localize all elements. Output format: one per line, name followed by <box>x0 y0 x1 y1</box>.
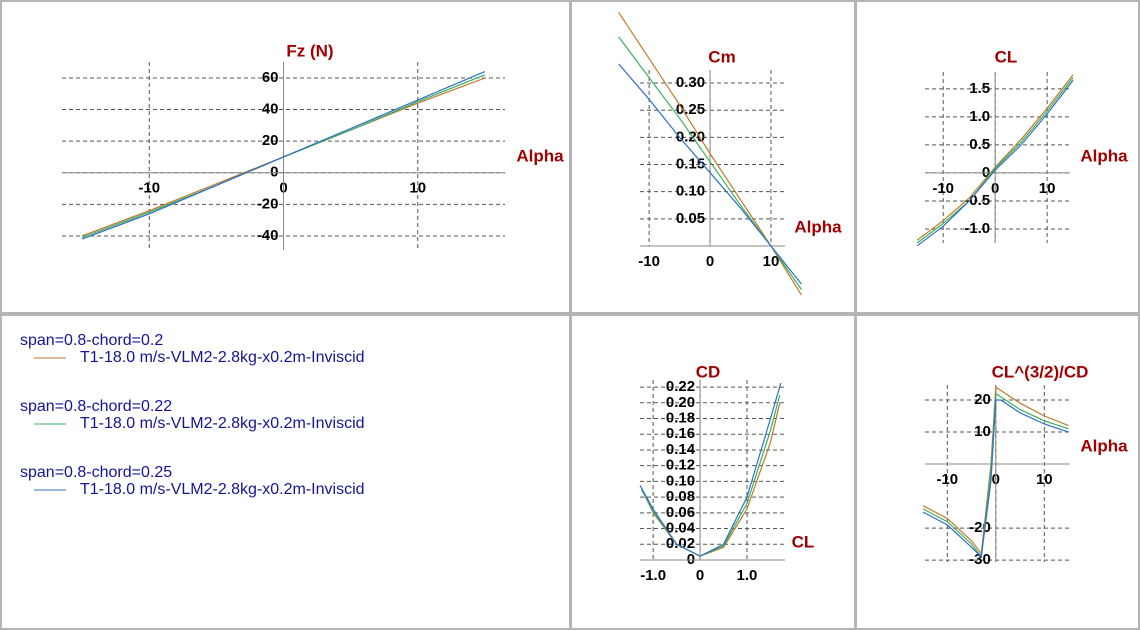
y-tick-label: 0 <box>982 164 990 181</box>
legend-label: T1-18.0 m/s-VLM2-2.8kg-x0.2m-Inviscid <box>80 481 365 498</box>
y-tick-label: 0.20 <box>676 128 705 145</box>
x-tick-label: 10 <box>1039 180 1056 197</box>
series-line <box>640 394 781 557</box>
x-tick-label: -10 <box>638 253 660 270</box>
x-tick-label: 10 <box>763 253 780 270</box>
y-tick-label: -20 <box>969 519 991 536</box>
y-tick-label: 0.22 <box>666 378 695 395</box>
chart: 0.05 0.10 0.15 0.20 0.25 0.30 -10 0 10 Cm Alpha <box>618 12 842 296</box>
y-tick-label: 0.08 <box>666 488 695 505</box>
y-tick-label: 0.05 <box>676 210 705 227</box>
x-axis-label: Alpha <box>516 146 564 165</box>
y-tick-label: 10 <box>974 423 991 440</box>
series-line <box>916 77 1074 244</box>
panel <box>855 0 1140 314</box>
y-tick-label: -30 <box>969 551 991 568</box>
panel <box>570 314 856 630</box>
legend-label: T1-18.0 m/s-VLM2-2.8kg-x0.2m-Inviscid <box>80 415 365 432</box>
y-tick-label: 0 <box>270 164 278 181</box>
chart-title: CL^(3/2)/CD <box>992 362 1089 381</box>
y-tick-label: 0.12 <box>666 457 695 474</box>
series-line <box>643 402 781 557</box>
chart: 00.020.040.060.080.100.120.140.160.180.2… <box>639 362 815 584</box>
x-tick-label: -10 <box>138 180 160 197</box>
y-tick-label: 0.10 <box>666 472 695 489</box>
y-tick-label: 0 <box>687 551 695 568</box>
x-axis-label: Alpha <box>794 217 842 236</box>
y-tick-label: 60 <box>262 69 279 86</box>
series-line <box>81 71 486 240</box>
panel <box>570 0 856 314</box>
chart-title: CD <box>696 362 721 381</box>
y-tick-label: 20 <box>262 132 279 149</box>
x-axis-label: CL <box>792 532 815 551</box>
y-tick-label: 0.30 <box>676 74 705 91</box>
y-tick-label: 0.20 <box>666 394 695 411</box>
x-tick-label: -10 <box>932 180 954 197</box>
x-tick-label: 0 <box>706 253 714 270</box>
series-line <box>618 63 802 285</box>
legend-label: T1-18.0 m/s-VLM2-2.8kg-x0.2m-Inviscid <box>80 349 365 366</box>
x-axis-label: Alpha <box>1080 146 1128 165</box>
y-tick-label: -20 <box>257 195 279 212</box>
chart-title: Cm <box>708 47 735 66</box>
y-tick-label: 40 <box>262 101 279 118</box>
y-tick-label: 0.5 <box>969 136 990 153</box>
y-tick-label: 1.5 <box>969 80 990 97</box>
series-line <box>916 74 1074 241</box>
y-tick-label: 0.06 <box>666 504 695 521</box>
y-tick-label: 0.02 <box>666 535 695 552</box>
legend-title: span=0.8-chord=0.22 <box>20 398 172 415</box>
y-tick-label: 0.25 <box>676 101 705 118</box>
panel <box>855 314 1140 630</box>
legend-title: span=0.8-chord=0.2 <box>20 332 163 349</box>
x-tick-label: 0 <box>696 567 704 584</box>
panel <box>0 0 571 314</box>
x-axis-label: Alpha <box>1080 436 1128 455</box>
y-tick-label: 1.0 <box>969 108 990 125</box>
x-tick-label: 1.0 <box>737 567 758 584</box>
y-tick-label: 0.14 <box>666 441 696 458</box>
legend-title: span=0.8-chord=0.25 <box>20 464 172 481</box>
y-tick-label: 0.04 <box>666 520 696 537</box>
y-tick-label: 20 <box>974 391 991 408</box>
series-line <box>916 80 1074 247</box>
y-tick-label: -40 <box>257 227 279 244</box>
y-tick-label: -0.5 <box>964 192 990 209</box>
series-line <box>639 382 782 557</box>
y-tick-label: 0.15 <box>676 155 705 172</box>
legend-panel <box>0 314 571 630</box>
y-tick-label: -1.0 <box>964 220 990 237</box>
y-tick-label: 0.10 <box>676 183 705 200</box>
y-tick-label: 0.18 <box>666 409 695 426</box>
y-tick-label: 0.16 <box>666 425 695 442</box>
chart-title: CL <box>995 47 1018 66</box>
series-line <box>922 399 1069 559</box>
x-tick-label: 10 <box>409 180 426 197</box>
x-tick-label: -1.0 <box>640 567 666 584</box>
x-tick-label: 10 <box>1036 471 1053 488</box>
chart-title: Fz (N) <box>286 41 333 60</box>
x-tick-label: -10 <box>936 471 958 488</box>
